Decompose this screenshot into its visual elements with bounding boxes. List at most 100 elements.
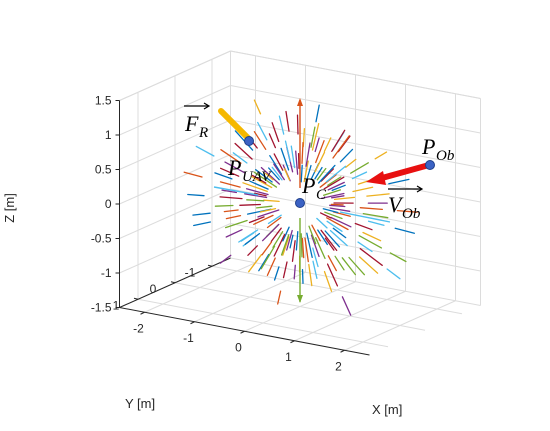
x-tick-label: 0 [235,340,242,354]
field-line [324,237,335,251]
field-line [273,163,285,181]
y-tick-label: 1 [113,298,120,312]
field-line [219,181,241,188]
grid-line [119,223,231,274]
field-line [248,216,265,224]
field-line [308,263,313,287]
label-puav: P UAV [227,155,272,185]
field-line [312,260,318,280]
grid-line [119,119,231,170]
label-pob: P Ob [421,134,455,164]
x-tick-label: -2 [133,321,144,335]
field-line [257,209,280,218]
grid-line [119,188,231,239]
field-line [394,227,415,234]
field-line [325,165,347,183]
field-line [301,142,304,164]
point-pob [425,160,435,170]
field-line [242,182,268,193]
field-line [246,199,265,202]
field-line [295,230,299,251]
field-line [329,207,351,212]
field-line [214,204,234,207]
x-tick-labels: -2 -1 0 1 2 [133,321,342,373]
field-line [268,167,280,181]
field-arrowhead [297,98,303,106]
grid-line [230,85,481,134]
field-line [258,253,270,272]
grid-line [230,188,481,237]
field-line [305,142,311,167]
field-line [332,227,347,239]
y-tick-mark [133,297,139,300]
field-line [273,234,286,257]
field-line [345,158,357,168]
field-line [306,232,313,259]
field-line [329,204,346,208]
field-line [271,122,280,143]
field-line [326,220,343,232]
label-fr-sub: R [198,125,208,141]
grid-border [230,50,481,99]
y-tick-labels: 1 0 -1 [113,265,196,312]
field-line [295,150,299,175]
field-line [351,171,368,180]
field-line [326,217,349,231]
field-line [348,256,366,276]
field-line [282,236,290,256]
field-line [317,164,336,184]
field-line [329,229,348,247]
field-line [314,166,323,180]
y-tick-label: -1 [185,265,196,279]
y-axis-label: Y [m] [125,396,155,411]
field-line [366,193,390,197]
field-line [183,171,203,178]
label-vob-sub: Ob [402,206,421,222]
field-line [224,161,246,174]
field-line [272,231,284,248]
x-tick-mark [340,349,345,353]
field-line [265,172,274,181]
field-line [312,247,319,268]
field-line [327,176,342,186]
label-pc-sub: C [316,187,327,203]
field-line [301,237,305,259]
field-line [213,186,259,196]
field-line [223,209,239,213]
force-vector-fr [218,108,252,142]
field-line [324,230,341,248]
field-line [317,229,328,246]
field-line [362,212,389,219]
field-line [333,196,356,201]
field-line [253,214,274,225]
x-tick-label: 2 [335,359,342,373]
field-line [315,104,320,123]
field-line [245,188,269,196]
field-line [352,186,374,193]
field-line [310,126,316,148]
field-line [339,211,391,223]
field-line [221,189,238,194]
field-line [301,268,304,284]
field-line [238,229,259,243]
grid-line [211,265,463,315]
field-line [220,149,242,164]
field-line [388,178,410,185]
field-line [327,181,345,191]
field-line [282,261,288,279]
z-axis-label: Z [m] [2,193,17,223]
field-line [330,216,352,228]
field-line [296,114,299,135]
velocity-vector-vob [366,162,432,185]
label-pc-base: P [301,173,315,198]
field-line [290,145,296,169]
grid-line [230,119,481,168]
field-line [269,155,283,175]
field-line [358,235,383,249]
x-tick-mark [140,311,145,315]
field-line [316,217,328,229]
field-line [341,296,352,316]
field-line [330,195,345,199]
field-line [277,290,282,305]
